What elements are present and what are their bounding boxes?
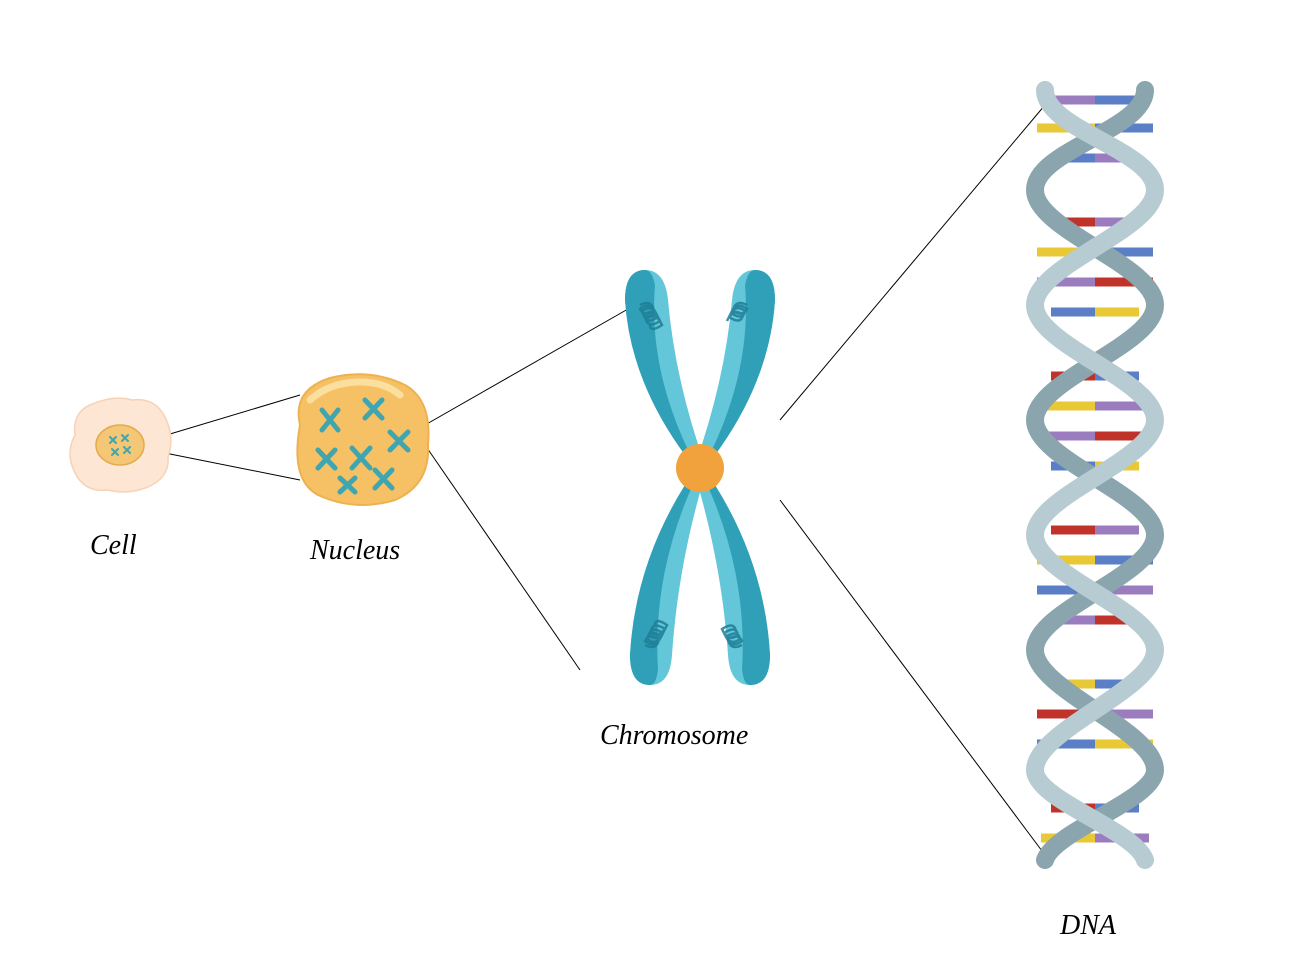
connector-lines <box>150 105 1045 855</box>
nucleus-illustration <box>297 374 428 505</box>
nucleus-label: Nucleus <box>310 535 400 567</box>
cell-illustration <box>70 398 171 492</box>
chromosome-label: Chromosome <box>600 720 748 752</box>
chromosome-illustration <box>625 270 775 685</box>
cell-label: Cell <box>90 530 137 562</box>
diagram-canvas <box>0 0 1307 980</box>
dna-illustration <box>1035 90 1155 860</box>
dna-label: DNA <box>1060 910 1116 942</box>
